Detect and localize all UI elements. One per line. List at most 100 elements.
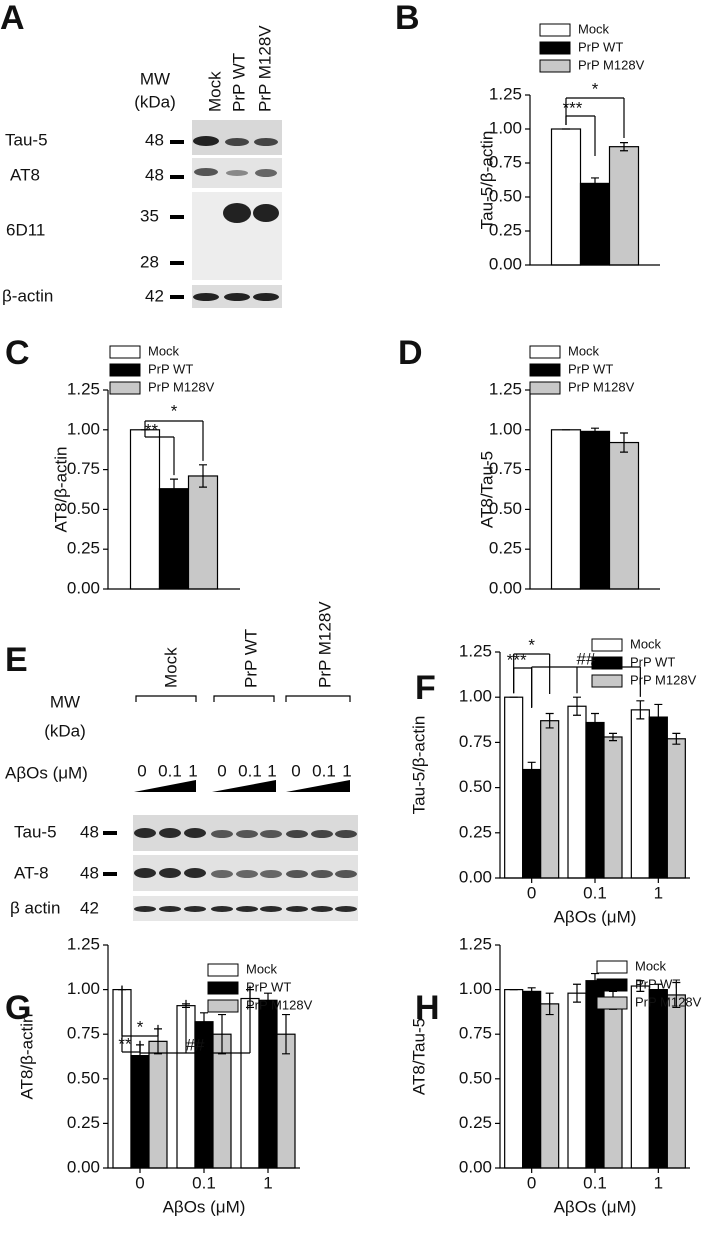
bar [567, 992, 587, 1169]
error-bar [654, 703, 663, 731]
error-bar [573, 983, 581, 1003]
y-tick-label: 0.50 [459, 777, 492, 796]
x-axis-label: AβOs (μM) [163, 1197, 246, 1216]
y-tick-label: 1.25 [489, 84, 522, 103]
mw-value: 48 [145, 130, 164, 149]
y-axis-label: Tau-5/β-actin [409, 716, 428, 815]
bar [608, 146, 640, 266]
legend-label: PrP WT [568, 361, 613, 376]
blot-e: E MW (kDa) Mock PrP WT PrP M128V AβOs (μ… [5, 601, 358, 921]
significance-label: ** [145, 420, 159, 439]
dose-label: 0.1 [158, 761, 182, 780]
error-bar [636, 980, 645, 992]
bar [540, 1003, 560, 1169]
axes [529, 95, 660, 266]
significance-bracket [121, 985, 159, 1037]
dose-label: 0.1 [238, 761, 262, 780]
legend-label: PrP WT [635, 976, 680, 991]
mw-title: MW [50, 692, 80, 711]
significance-label: * [137, 1017, 144, 1036]
legend-swatch [591, 656, 623, 670]
legend-swatch [207, 963, 239, 977]
mw-value: 28 [140, 252, 159, 271]
row-label: β actin [10, 898, 60, 917]
row-label: AT-8 [14, 863, 49, 882]
significance-bracket [513, 653, 551, 694]
bar [130, 1055, 150, 1169]
error-bar [636, 700, 645, 720]
error-bar [527, 987, 536, 996]
bar [504, 696, 524, 879]
x-tick-label: 0.1 [583, 883, 607, 902]
bar [522, 990, 542, 1169]
legend-label: Mock [630, 636, 662, 651]
legend-swatch [529, 381, 561, 395]
legend-label: Mock [578, 21, 610, 36]
bar [129, 429, 161, 590]
legend-swatch [596, 978, 628, 992]
axes [107, 945, 300, 1169]
legend-label: PrP M128V [148, 379, 215, 394]
x-tick-label: 0.1 [192, 1173, 216, 1192]
mw-markers [103, 831, 117, 876]
axes [107, 390, 240, 590]
y-tick-label: 0.25 [489, 539, 522, 558]
bar [550, 128, 582, 266]
y-tick-label: 0.00 [67, 578, 100, 597]
bar [666, 994, 686, 1169]
dose-label: 0 [291, 761, 300, 780]
error-bar [591, 427, 599, 436]
row-label: Tau-5 [5, 130, 48, 149]
y-tick-label: 1.25 [67, 934, 100, 953]
error-bar [218, 1013, 226, 1055]
y-tick-label: 0.75 [67, 1024, 100, 1043]
dose-label: 1 [267, 761, 276, 780]
x-axis-label: AβOs (μM) [554, 1197, 637, 1216]
panel-label: G [5, 989, 31, 1027]
y-tick-label: 1.00 [489, 118, 522, 137]
group-label: Mock [161, 647, 180, 688]
error-bar [654, 983, 663, 996]
mw-value: 48 [80, 822, 99, 841]
y-axis-label: AT8/Tau-5 [409, 1018, 428, 1095]
panel-label: B [395, 0, 420, 37]
mw-value: 42 [145, 286, 164, 305]
legend-swatch [539, 23, 571, 37]
mw-unit: (kDa) [44, 721, 86, 740]
dose-label: 1 [188, 761, 197, 780]
y-tick-label: 0.75 [67, 459, 100, 478]
legend-label: Mock [568, 343, 600, 358]
significance-label: * [528, 635, 535, 654]
error-bar [545, 712, 554, 729]
bar [630, 709, 650, 879]
error-bar [620, 432, 628, 453]
bar [187, 475, 219, 590]
bar [504, 988, 524, 1169]
row-label: AT8 [10, 165, 40, 184]
y-tick-label: 1.00 [459, 979, 492, 998]
y-tick-label: 1.00 [489, 419, 522, 438]
legend-label: PrP M128V [635, 994, 702, 1009]
error-bar [672, 981, 681, 1009]
mw-unit: (kDa) [134, 92, 176, 111]
error-bar [264, 992, 272, 1009]
y-tick-label: 1.25 [489, 379, 522, 398]
significance-bracket [139, 985, 251, 1054]
bar [666, 738, 686, 879]
legend-swatch [109, 363, 141, 377]
legend-label: PrP M128V [578, 57, 645, 72]
significance-label: * [171, 401, 178, 420]
bar [258, 999, 278, 1169]
mw-value: 42 [80, 898, 99, 917]
y-axis-label: AT8/β-actin [17, 1014, 36, 1100]
row-label: Tau-5 [14, 822, 57, 841]
bar [648, 988, 668, 1169]
row-label: β-actin [2, 286, 53, 305]
bar [540, 720, 560, 879]
group-brackets [135, 695, 351, 702]
legend-swatch [207, 981, 239, 995]
legend-swatch [207, 999, 239, 1013]
dose-labels: 0 0.1 1 0 0.1 1 0 0.1 1 [137, 761, 351, 780]
significance-bracket [144, 420, 204, 461]
significance-label: ## [186, 1035, 205, 1054]
